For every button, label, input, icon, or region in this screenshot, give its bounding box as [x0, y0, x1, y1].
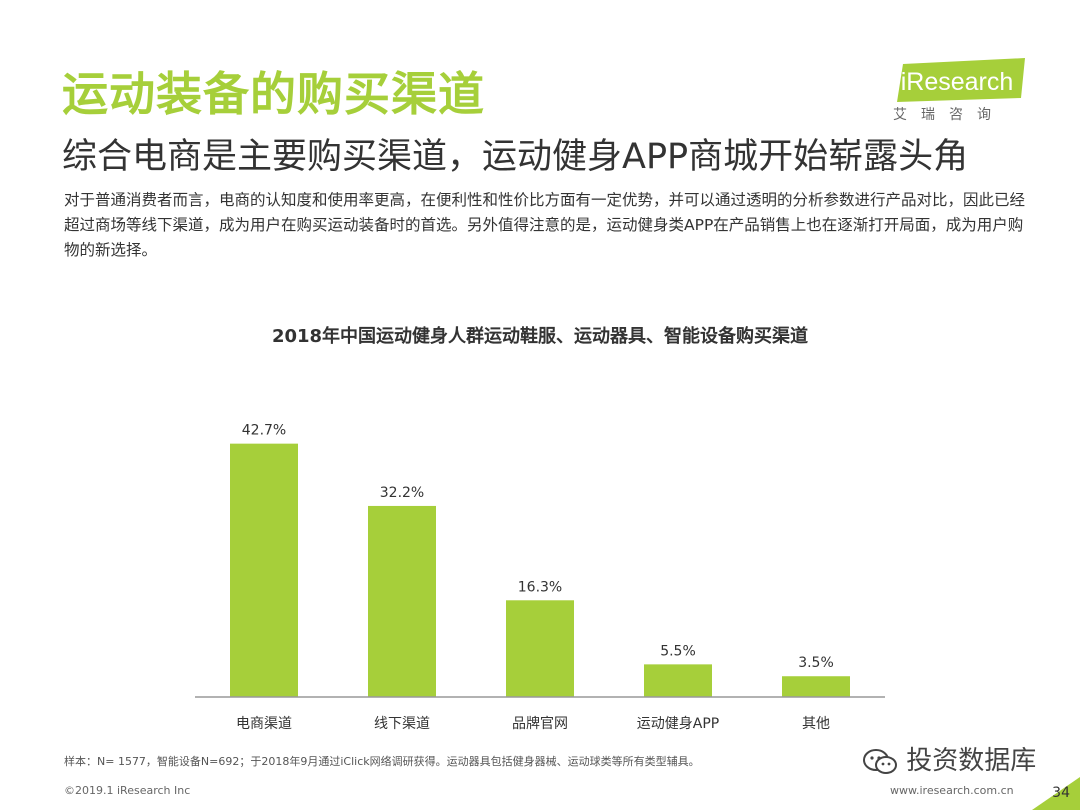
bar-1 — [368, 505, 436, 697]
data-label-0: 42.7% — [242, 423, 286, 439]
category-label-0: 电商渠道 — [236, 716, 292, 732]
logo-brand-text: iResearch — [901, 68, 1014, 96]
data-label-1: 32.2% — [380, 485, 424, 501]
bar-4 — [782, 676, 850, 697]
sample-note: 样本：N= 1577，智能设备N=692；于2018年9月通过iClick网络调… — [64, 755, 700, 768]
category-label-1: 线下渠道 — [374, 716, 430, 732]
category-label-2: 品牌官网 — [512, 715, 568, 732]
bar-2 — [506, 600, 574, 697]
footer-url: www.iresearch.com.cn — [890, 784, 1014, 797]
iresearch-logo: iResearch — [897, 58, 1025, 102]
bar-3 — [644, 664, 712, 697]
bar-0 — [230, 443, 298, 697]
wechat-icon — [863, 748, 897, 774]
logo-cn-text: 艾瑞咨询 — [893, 107, 1005, 123]
data-label-2: 16.3% — [518, 579, 562, 595]
category-label-4: 其他 — [802, 716, 830, 732]
data-label-4: 3.5% — [798, 655, 834, 671]
watermark-text: 投资数据库 — [906, 746, 1037, 776]
chart-title: 2018年中国运动健身人群运动鞋服、运动器具、智能设备购买渠道 — [271, 326, 809, 347]
description-text: 对于普通消费者而言，电商的认知度和使用率更高，在便利性和性价比方面有一定优势，并… — [64, 191, 1026, 259]
data-label-3: 5.5% — [660, 643, 696, 659]
page-number: 34 — [1052, 785, 1070, 801]
page-subtitle: 综合电商是主要购买渠道，运动健身APP商城开始崭露头角 — [62, 137, 969, 177]
bar-chart: 42.7% 电商渠道 32.2% 线下渠道 16.3% 品牌官网 5.5% 运动健身APP 3.… — [195, 423, 885, 732]
copyright-text: ©2019.1 iResearch Inc — [64, 784, 191, 797]
watermark: 投资数据库 — [862, 740, 1036, 777]
category-label-3: 运动健身APP — [637, 716, 719, 732]
page-title: 运动装备的购买渠道 — [62, 67, 485, 121]
page-number-badge — [1032, 777, 1080, 810]
